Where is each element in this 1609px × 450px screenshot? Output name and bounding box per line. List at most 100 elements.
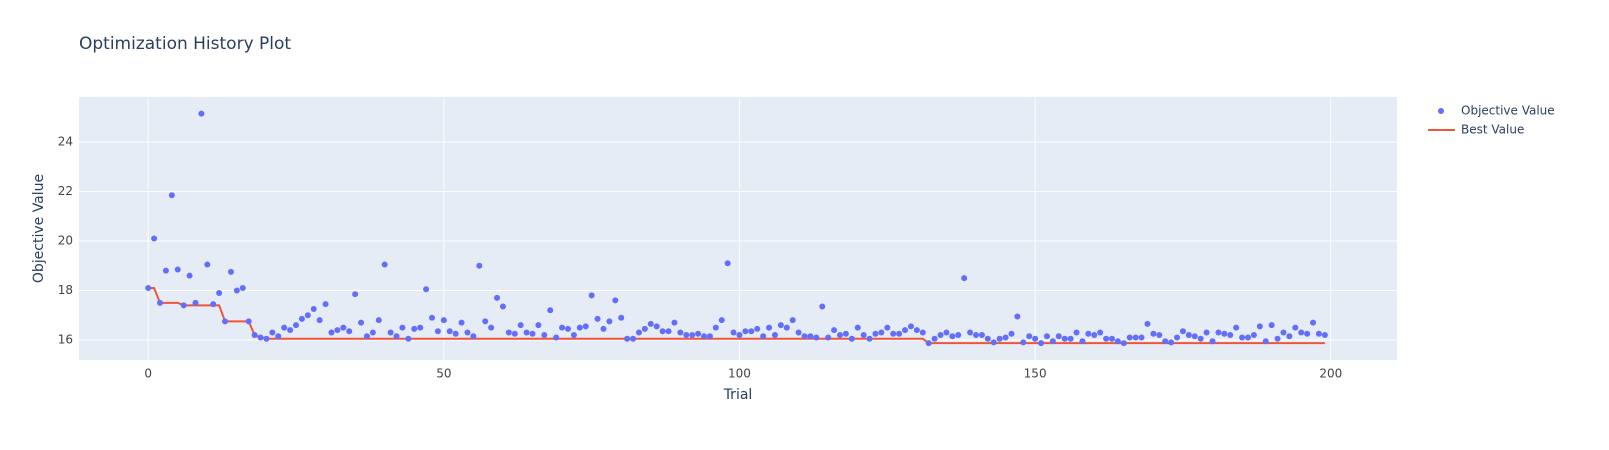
point (1008, 330, 1015, 337)
point (943, 329, 950, 336)
point (825, 334, 832, 341)
point (570, 332, 577, 339)
point (766, 324, 773, 331)
point (742, 328, 749, 335)
point (275, 333, 282, 340)
point (689, 332, 696, 339)
point (1268, 322, 1275, 329)
point (263, 335, 270, 342)
point (1274, 335, 1281, 342)
point (222, 318, 229, 325)
point (1055, 333, 1062, 340)
point (955, 332, 962, 339)
point (907, 323, 914, 330)
point (157, 299, 164, 306)
point (1321, 332, 1328, 339)
point (972, 332, 979, 339)
point (464, 329, 471, 336)
point (316, 317, 323, 324)
y-axis-title: Objective Value (31, 174, 47, 283)
point (446, 328, 453, 335)
point (671, 319, 678, 326)
y-tick-label: 18 (58, 283, 73, 297)
point (931, 335, 938, 342)
point (186, 272, 193, 279)
point (730, 329, 737, 336)
point (257, 334, 264, 341)
point (1103, 335, 1110, 342)
point (1239, 334, 1246, 341)
point (346, 328, 353, 335)
point (1215, 329, 1222, 336)
legend-marker (1438, 108, 1444, 114)
point (1244, 334, 1251, 341)
point (1156, 332, 1163, 339)
point (470, 333, 477, 340)
point (872, 330, 879, 337)
point (1114, 338, 1121, 345)
point (624, 335, 631, 342)
point (204, 261, 211, 268)
point (884, 324, 891, 331)
grid (79, 97, 1397, 360)
point (1097, 329, 1104, 336)
point (1079, 338, 1086, 345)
point (180, 302, 187, 309)
point (245, 318, 252, 325)
point (718, 317, 725, 324)
point (523, 329, 530, 336)
point (535, 322, 542, 329)
point (423, 286, 430, 293)
point (287, 327, 294, 334)
legend-label: Objective Value (1461, 104, 1555, 118)
y-tick-label: 24 (58, 135, 73, 149)
point (381, 261, 388, 268)
point (269, 329, 276, 336)
point (387, 329, 394, 336)
point (588, 292, 595, 299)
point (529, 330, 536, 337)
point (1091, 332, 1098, 339)
point (1310, 319, 1317, 326)
point (1162, 338, 1169, 345)
point (1144, 320, 1151, 327)
point (1304, 330, 1311, 337)
point (411, 325, 418, 332)
point (831, 327, 838, 334)
point (198, 110, 205, 117)
point (1203, 329, 1210, 336)
point (565, 325, 572, 332)
chart-title: Optimization History Plot (79, 34, 291, 54)
point (251, 332, 258, 339)
point (1002, 334, 1009, 341)
point (1126, 334, 1133, 341)
point (925, 340, 932, 347)
point (807, 333, 814, 340)
point (452, 330, 459, 337)
point (1061, 335, 1068, 342)
point (777, 322, 784, 329)
point (547, 307, 554, 314)
point (1067, 335, 1074, 342)
point (517, 322, 524, 329)
point (1227, 332, 1234, 339)
point (890, 330, 897, 337)
point (937, 332, 944, 339)
x-axis-title: Trial (723, 387, 753, 403)
point (1280, 329, 1287, 336)
point (434, 328, 441, 335)
point (334, 327, 341, 334)
point (961, 275, 968, 282)
point (854, 324, 861, 331)
marks (145, 110, 1328, 347)
point (1150, 330, 1157, 337)
point (819, 303, 826, 310)
point (304, 312, 311, 319)
point (328, 329, 335, 336)
point (1085, 330, 1092, 337)
point (1138, 334, 1145, 341)
point (1250, 332, 1257, 339)
point (1191, 333, 1198, 340)
point (174, 266, 181, 273)
